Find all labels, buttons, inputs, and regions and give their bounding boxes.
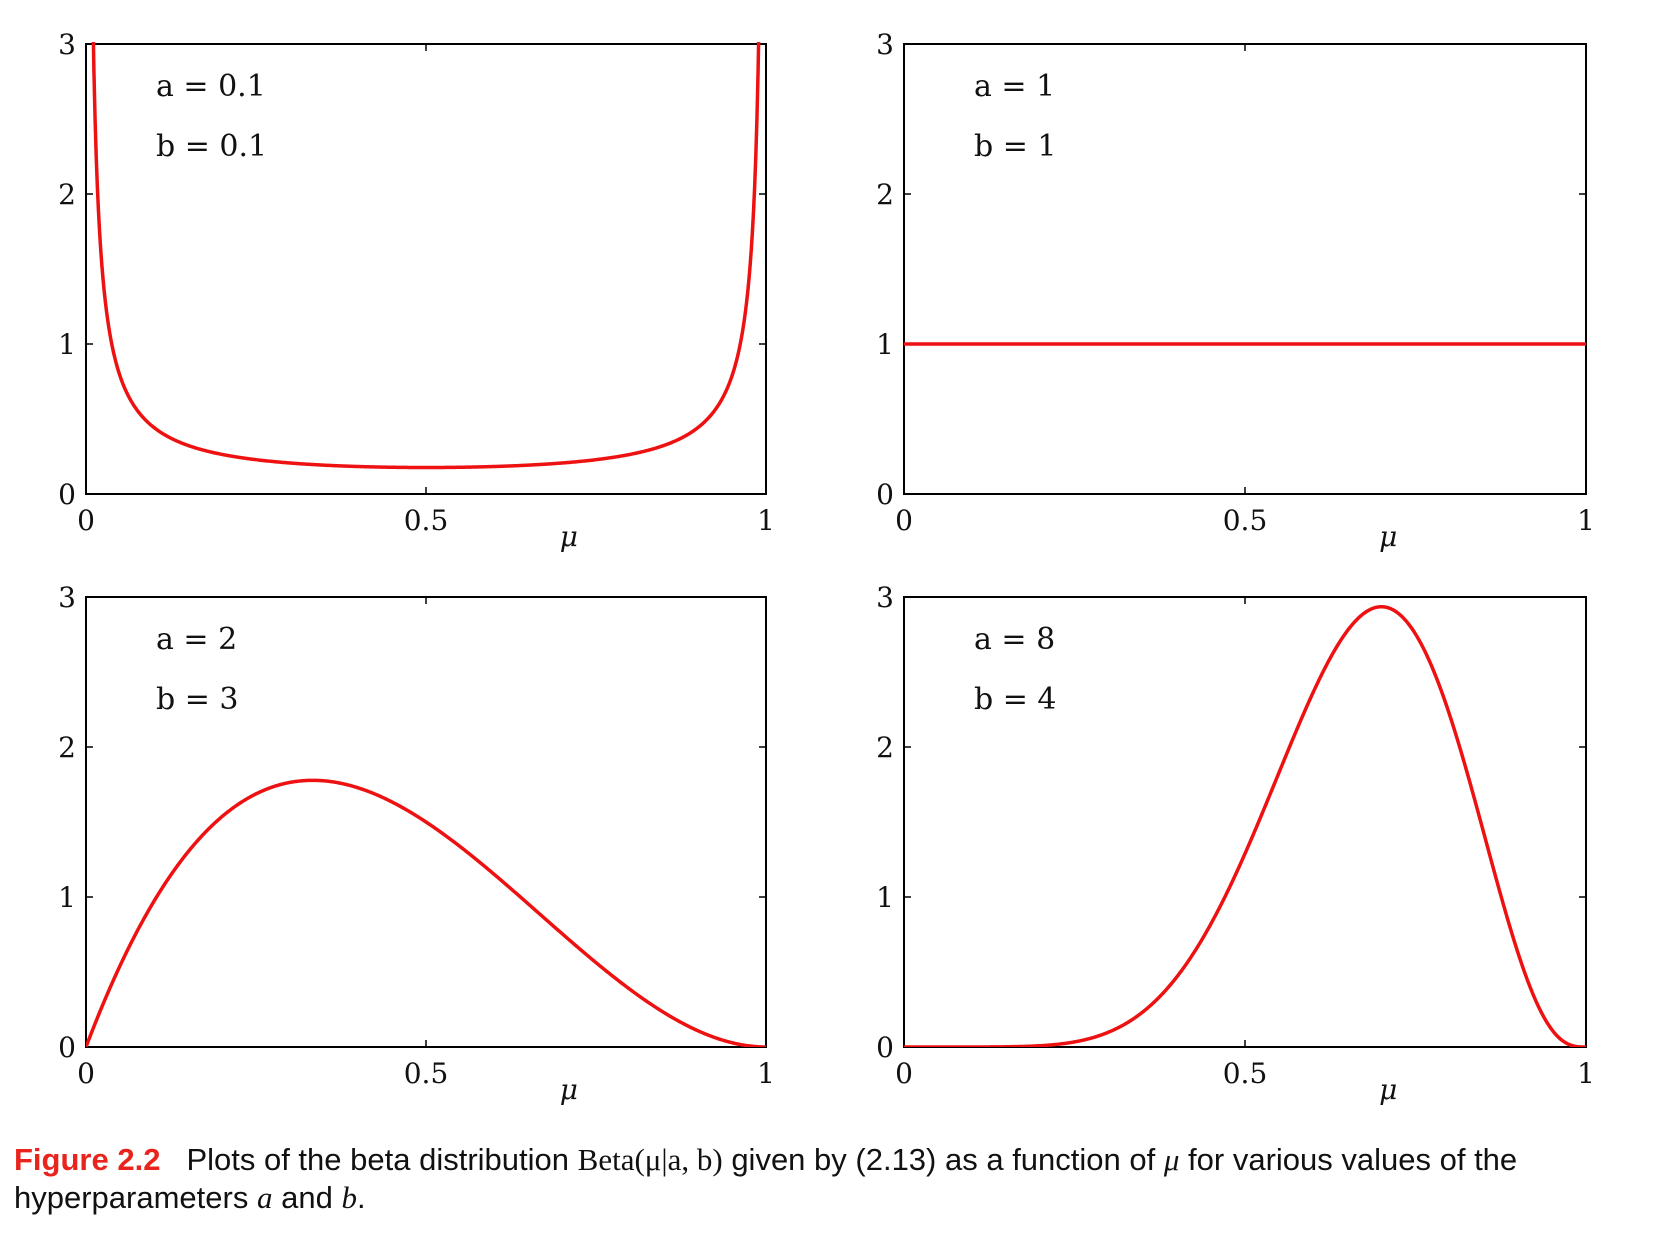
- y-tick-label: 1: [58, 881, 76, 914]
- beta-panel-4: 0 0.5 1 0 1 2 3 μ a = 8 b = 4: [876, 581, 1595, 1106]
- param-a-annotation: a = 2: [156, 622, 237, 657]
- caption-math-b: b: [341, 1180, 357, 1215]
- param-a-annotation: a = 8: [974, 622, 1055, 657]
- x-tick-label: 0: [77, 504, 95, 537]
- x-tick-label: 0.5: [1223, 1057, 1268, 1090]
- y-tick-label: 1: [58, 328, 76, 361]
- x-axis-label: μ: [560, 1073, 578, 1106]
- y-tick-label: 1: [876, 328, 894, 361]
- plot-frame: [85, 43, 767, 495]
- param-b-annotation: b = 3: [156, 682, 239, 717]
- y-tick-label: 2: [876, 178, 894, 211]
- beta-panel-2: 0 0.5 1 0 1 2 3 μ a = 1 b = 1: [876, 28, 1595, 553]
- caption-math-a: a: [256, 1180, 273, 1215]
- y-tick-label: 0: [876, 1031, 894, 1064]
- beta-distribution-figure: 0 0.5 1 0 1 2 3 μ a = 0.1 b = 0.1 0 0.5 1 0 1 2 3 μ a = 1 b…: [58, 28, 1595, 1106]
- param-a-annotation: a = 1: [974, 69, 1055, 104]
- y-tick-label: 2: [876, 731, 894, 764]
- param-b-annotation: b = 4: [974, 682, 1057, 717]
- y-tick-label: 3: [58, 581, 76, 614]
- plot-frame: [903, 596, 1587, 1048]
- caption-text-5: .: [356, 1180, 366, 1215]
- plot-frame: [903, 43, 1587, 495]
- caption-text-4: and: [281, 1180, 333, 1215]
- y-tick-label: 0: [58, 1031, 76, 1064]
- x-tick-label: 0.5: [404, 504, 449, 537]
- param-b-annotation: b = 0.1: [156, 129, 267, 164]
- figure-caption: Figure 2.2 Plots of the beta distribution…: [14, 1141, 1654, 1217]
- beta-panel-3: 0 0.5 1 0 1 2 3 μ a = 2 b = 3: [58, 581, 775, 1106]
- x-tick-label: 1: [1577, 504, 1595, 537]
- param-b-annotation: b = 1: [974, 129, 1057, 164]
- x-tick-label: 0.5: [404, 1057, 449, 1090]
- caption-text-3: for various values of the hyperparameter…: [14, 1142, 1518, 1215]
- param-a-annotation: a = 0.1: [156, 69, 266, 104]
- y-tick-label: 0: [58, 478, 76, 511]
- caption-text-2: given by (2.13) as a function of: [731, 1142, 1156, 1177]
- y-tick-label: 0: [876, 478, 894, 511]
- x-tick-label: 0: [895, 504, 913, 537]
- x-tick-label: 1: [757, 504, 775, 537]
- x-tick-label: 0: [77, 1057, 95, 1090]
- caption-math-beta: Beta(μ|a, b): [577, 1142, 723, 1177]
- beta-pdf-curve: [91, 42, 761, 470]
- x-tick-label: 1: [757, 1057, 775, 1090]
- x-axis-label: μ: [560, 520, 578, 553]
- caption-text-1: Plots of the beta distribution: [186, 1142, 570, 1177]
- y-tick-label: 1: [876, 881, 894, 914]
- y-tick-label: 3: [876, 28, 894, 61]
- figure-label: Figure 2.2: [14, 1142, 161, 1177]
- beta-panel-1: 0 0.5 1 0 1 2 3 μ a = 0.1 b = 0.1: [58, 28, 775, 553]
- x-tick-label: 1: [1577, 1057, 1595, 1090]
- x-axis-label: μ: [1379, 1073, 1397, 1106]
- y-tick-label: 3: [876, 581, 894, 614]
- y-tick-label: 2: [58, 731, 76, 764]
- beta-pdf-curve: [904, 604, 1586, 1047]
- x-tick-label: 0: [895, 1057, 913, 1090]
- y-tick-label: 3: [58, 28, 76, 61]
- x-tick-label: 0.5: [1223, 504, 1268, 537]
- beta-pdf-curve: [86, 778, 766, 1047]
- y-tick-label: 2: [58, 178, 76, 211]
- x-axis-label: μ: [1379, 520, 1397, 553]
- caption-math-mu: μ: [1163, 1142, 1180, 1177]
